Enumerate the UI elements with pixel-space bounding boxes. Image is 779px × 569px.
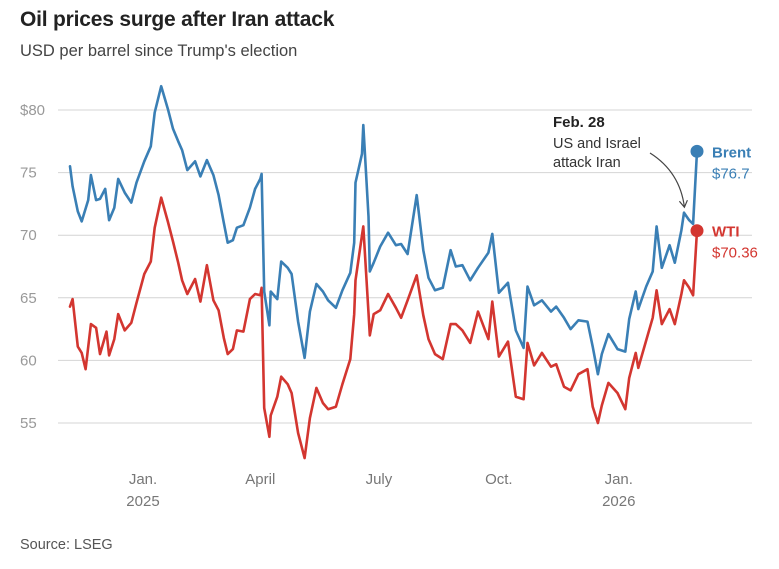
y-tick-label: 70 [20, 227, 37, 244]
y-tick-label: 55 [20, 415, 37, 432]
series-lines [68, 84, 699, 460]
annotation-arrowhead [678, 199, 688, 209]
series-name-label: Brent [712, 144, 751, 161]
y-tick-label: $80 [20, 102, 45, 119]
series-end-labels: Brent $76.7 WTI $70.36 [690, 144, 758, 262]
x-axis-ticks: Jan. 2025 April July Oct. Jan. 2026 [126, 471, 635, 510]
x-tick-label: July [366, 471, 393, 488]
end-point-wti [690, 224, 704, 238]
end-point-brent [690, 144, 704, 158]
source-note: Source: LSEG [20, 537, 113, 553]
chart-title: Oil prices surge after Iran attack [20, 8, 335, 31]
y-tick-label: 75 [20, 165, 37, 182]
x-tick-year-label: 2025 [126, 493, 159, 510]
annotation-title: Feb. 28 [553, 114, 605, 131]
x-tick-label: April [245, 471, 275, 488]
annotation-arrow [649, 152, 685, 208]
annotation-text: US and Israel [553, 136, 641, 152]
x-tick-year-label: 2026 [602, 493, 635, 510]
gridlines [58, 109, 752, 424]
y-tick-label: 65 [20, 290, 37, 307]
y-tick-label: 60 [20, 352, 37, 369]
annotation-text: attack Iran [553, 155, 621, 171]
x-tick-label: Jan. [129, 471, 157, 488]
series-name-label: WTI [712, 224, 740, 241]
annotation: Feb. 28 US and Israel attack Iran [553, 114, 688, 209]
series-line-brent [68, 84, 699, 376]
series-value-label: $76.7 [712, 165, 750, 182]
x-tick-label: Oct. [485, 471, 513, 488]
y-axis-ticks: $80 75 70 65 60 55 [20, 102, 45, 432]
x-tick-label: Jan. [605, 471, 633, 488]
series-value-label: $70.36 [712, 245, 758, 262]
chart-subtitle: USD per barrel since Trump's election [20, 42, 298, 60]
series-line-wti [68, 196, 699, 460]
